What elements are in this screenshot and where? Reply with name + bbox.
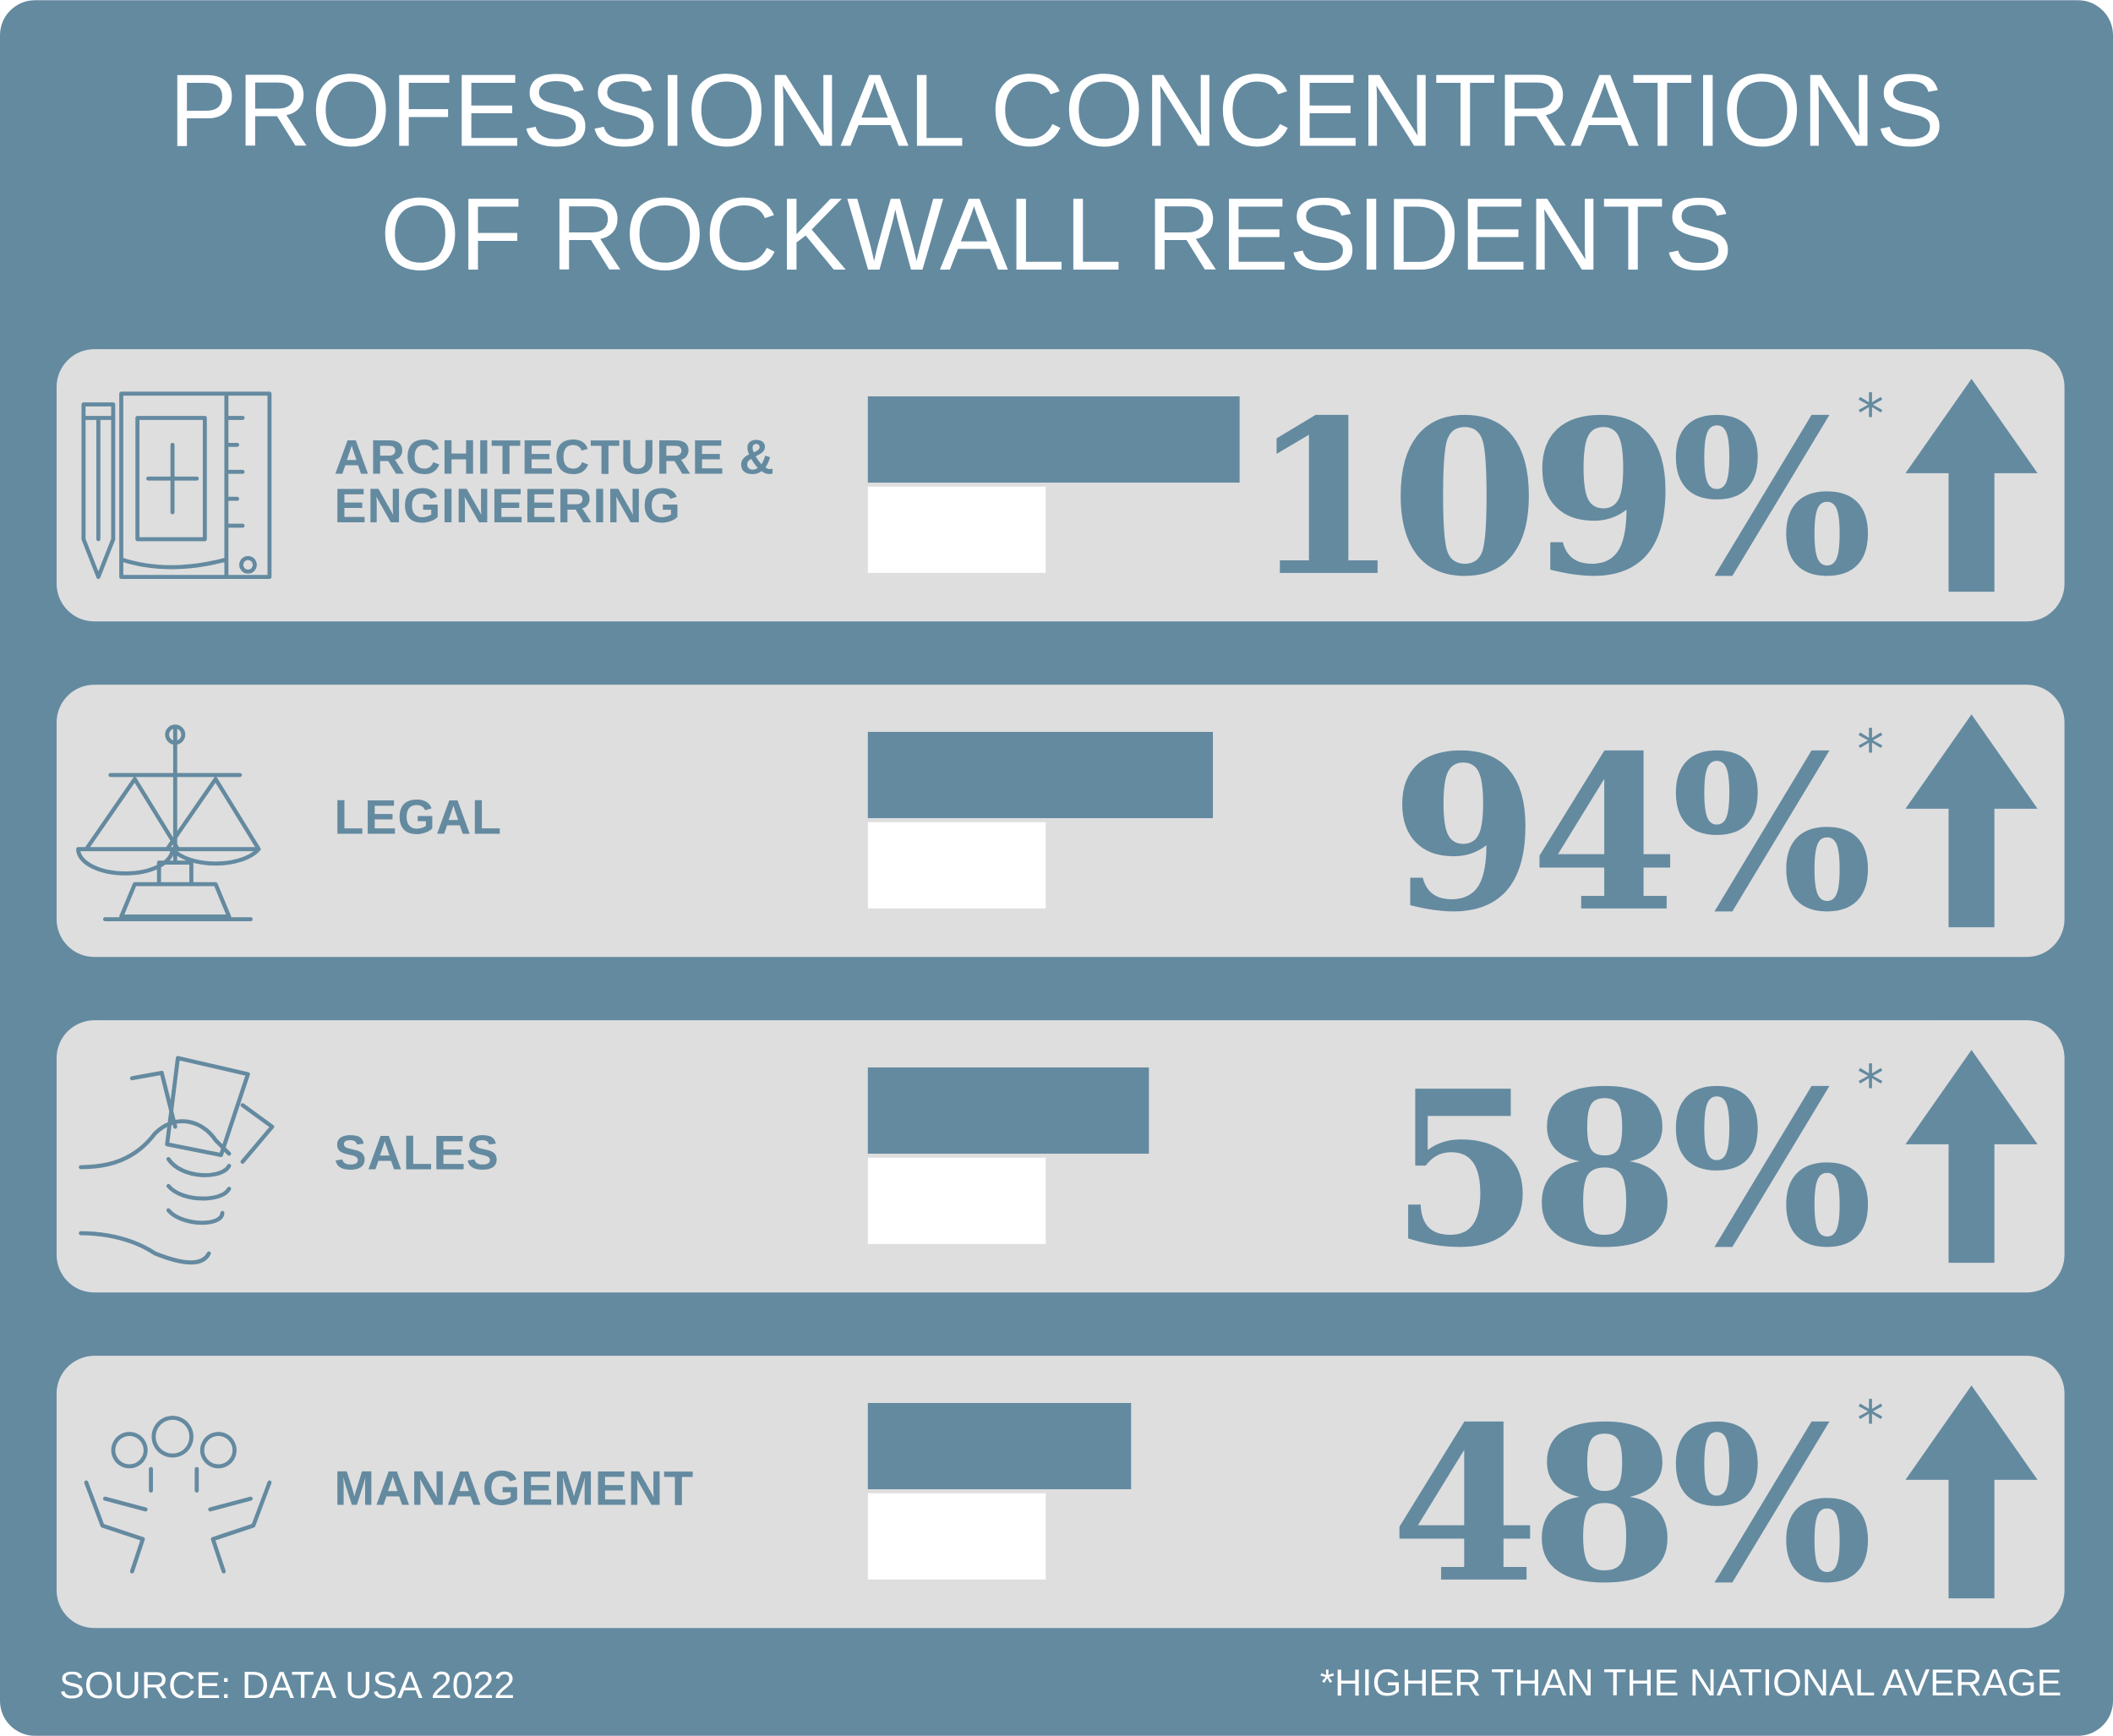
bar xyxy=(867,731,1214,819)
row-panel xyxy=(56,349,2065,622)
icon xyxy=(76,724,261,921)
up-arrow xyxy=(1905,714,2038,928)
rows: ARCHITECTURE &ENGINEERING 109%*LEGAL 94%*S… xyxy=(56,349,2065,1630)
category-label: MANAGEMENT xyxy=(334,1461,694,1515)
category-label: ENGINEERING xyxy=(334,479,680,533)
icon xyxy=(84,1416,272,1574)
bar xyxy=(867,1067,1149,1155)
row-panel xyxy=(56,1356,2065,1629)
row-panel xyxy=(56,1020,2065,1293)
bar xyxy=(867,1402,1132,1490)
value-mark: * xyxy=(1857,384,1884,446)
up-arrow xyxy=(1905,1385,2038,1599)
source: SOURCE: DATA USA 2022 xyxy=(59,1665,515,1706)
up-arrow xyxy=(1905,379,2038,592)
icon xyxy=(81,391,272,580)
bar xyxy=(867,396,1240,483)
value-mark: * xyxy=(1857,1055,1884,1117)
category-label: ARCHITECTURE & xyxy=(334,431,774,485)
value-label: 58% xyxy=(1390,1045,1868,1295)
footnote: *HIGHER THAN THE NATIONAL AVERAGE xyxy=(1320,1662,2062,1704)
value-mark: * xyxy=(1857,1390,1884,1453)
value-label: 94% xyxy=(1390,709,1868,959)
value-mark: * xyxy=(1857,719,1884,782)
value-label: 109% xyxy=(1251,374,1869,624)
row-panel xyxy=(56,685,2065,958)
national-bar xyxy=(867,1157,1046,1244)
category-label: LEGAL xyxy=(334,790,501,844)
icon xyxy=(79,1056,275,1265)
title-line: PROFESSIONAL CONCENTRATIONS xyxy=(169,52,1944,167)
national-bar xyxy=(867,1493,1046,1580)
title-line: OF ROCKWALL RESIDENTS xyxy=(380,177,1733,292)
value-label: 48% xyxy=(1390,1380,1868,1630)
national-bar xyxy=(867,486,1046,573)
national-bar xyxy=(867,822,1046,909)
category-label: SALES xyxy=(334,1126,499,1180)
up-arrow xyxy=(1905,1050,2038,1264)
